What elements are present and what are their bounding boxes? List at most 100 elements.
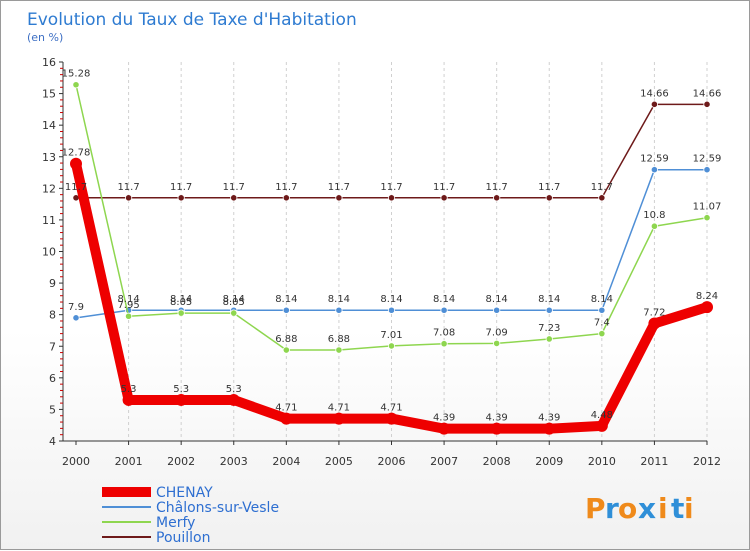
y-tick-label: 13 — [42, 151, 56, 164]
data-point — [231, 310, 237, 316]
data-label: 11.7 — [170, 182, 192, 193]
data-label: 8.14 — [433, 294, 455, 305]
x-tick-label: 2010 — [588, 455, 616, 468]
data-point — [651, 101, 657, 107]
data-label: 4.39 — [486, 413, 508, 424]
data-label: 11.7 — [328, 182, 350, 193]
data-point — [651, 223, 657, 229]
data-label: 12.59 — [640, 154, 669, 165]
x-tick-label: 2004 — [272, 455, 300, 468]
data-point — [231, 195, 237, 201]
brand-letter: i — [684, 492, 694, 525]
y-tick-label: 9 — [49, 277, 56, 290]
x-tick-label: 2006 — [378, 455, 406, 468]
x-tick-label: 2009 — [535, 455, 563, 468]
data-point — [599, 307, 605, 313]
data-point — [651, 166, 657, 172]
data-point — [441, 195, 447, 201]
data-point — [441, 341, 447, 347]
data-point — [280, 413, 292, 425]
data-label: 14.66 — [693, 88, 722, 99]
data-label: 8.05 — [223, 297, 245, 308]
data-point — [283, 347, 289, 353]
data-label: 8.14 — [380, 294, 402, 305]
y-tick-label: 16 — [42, 56, 56, 69]
x-tick-label: 2001 — [115, 455, 143, 468]
brand-letter: o — [618, 492, 637, 525]
legend-label: Châlons-sur-Vesle — [156, 500, 279, 516]
data-label: 7.72 — [643, 308, 665, 319]
data-label: 4.71 — [380, 403, 402, 414]
data-label: 8.24 — [696, 291, 718, 302]
data-label: 7.4 — [594, 318, 610, 329]
data-point — [388, 307, 394, 313]
y-tick-label: 11 — [42, 214, 56, 227]
y-tick-label: 5 — [49, 403, 56, 416]
y-tick-label: 7 — [49, 340, 56, 353]
data-point — [493, 340, 499, 346]
data-point — [704, 166, 710, 172]
data-label: 7.01 — [380, 330, 402, 341]
data-label: 11.7 — [275, 182, 297, 193]
data-point — [491, 423, 503, 435]
data-point — [704, 215, 710, 221]
data-label: 10.8 — [643, 210, 665, 221]
data-point — [543, 423, 555, 435]
y-tick-label: 12 — [42, 182, 56, 195]
data-label: 6.88 — [275, 334, 297, 345]
data-point — [175, 394, 187, 406]
data-label: 7.9 — [68, 302, 84, 313]
y-tick-label: 15 — [42, 88, 56, 101]
brand-letter: P — [585, 492, 606, 525]
data-label: 4.71 — [275, 403, 297, 414]
data-label: 8.14 — [538, 294, 560, 305]
data-label: 11.7 — [223, 182, 245, 193]
data-label: 8.14 — [275, 294, 297, 305]
data-label: 11.07 — [693, 202, 722, 213]
y-tick-label: 14 — [42, 119, 56, 132]
data-label: 5.3 — [226, 384, 242, 395]
data-point — [596, 420, 608, 432]
data-point — [73, 315, 79, 321]
data-point — [73, 82, 79, 88]
data-label: 8.14 — [486, 294, 508, 305]
data-point — [599, 195, 605, 201]
data-label: 12.78 — [62, 148, 91, 159]
brand-letter: r — [605, 492, 619, 525]
y-tick-label: 10 — [42, 246, 56, 259]
x-tick-label: 2008 — [483, 455, 511, 468]
data-point — [125, 313, 131, 319]
x-tick-label: 2011 — [640, 455, 668, 468]
y-tick-label: 8 — [49, 309, 56, 322]
data-label: 5.3 — [173, 384, 189, 395]
data-point — [546, 336, 552, 342]
data-label: 8.14 — [591, 294, 613, 305]
data-label: 11.7 — [538, 182, 560, 193]
data-point — [283, 195, 289, 201]
data-point — [70, 158, 82, 170]
data-label: 11.7 — [486, 182, 508, 193]
data-label: 4.48 — [591, 410, 613, 421]
data-label: 4.39 — [538, 413, 560, 424]
y-tick-label: 4 — [49, 435, 56, 448]
data-point — [386, 413, 398, 425]
data-label: 11.7 — [591, 182, 613, 193]
y-tick-label: 6 — [49, 372, 56, 385]
data-label: 14.66 — [640, 88, 669, 99]
data-point — [704, 101, 710, 107]
data-point — [441, 307, 447, 313]
data-label: 8.14 — [328, 294, 350, 305]
data-label: 11.7 — [380, 182, 402, 193]
data-label: 15.28 — [62, 69, 91, 80]
data-point — [125, 195, 131, 201]
data-point — [336, 195, 342, 201]
data-point — [493, 195, 499, 201]
data-label: 6.88 — [328, 334, 350, 345]
legend-label: Merfy — [156, 515, 195, 531]
data-point — [178, 310, 184, 316]
data-label: 7.95 — [117, 300, 139, 311]
data-label: 7.08 — [433, 328, 455, 339]
data-point — [438, 423, 450, 435]
data-point — [388, 343, 394, 349]
data-point — [546, 307, 552, 313]
